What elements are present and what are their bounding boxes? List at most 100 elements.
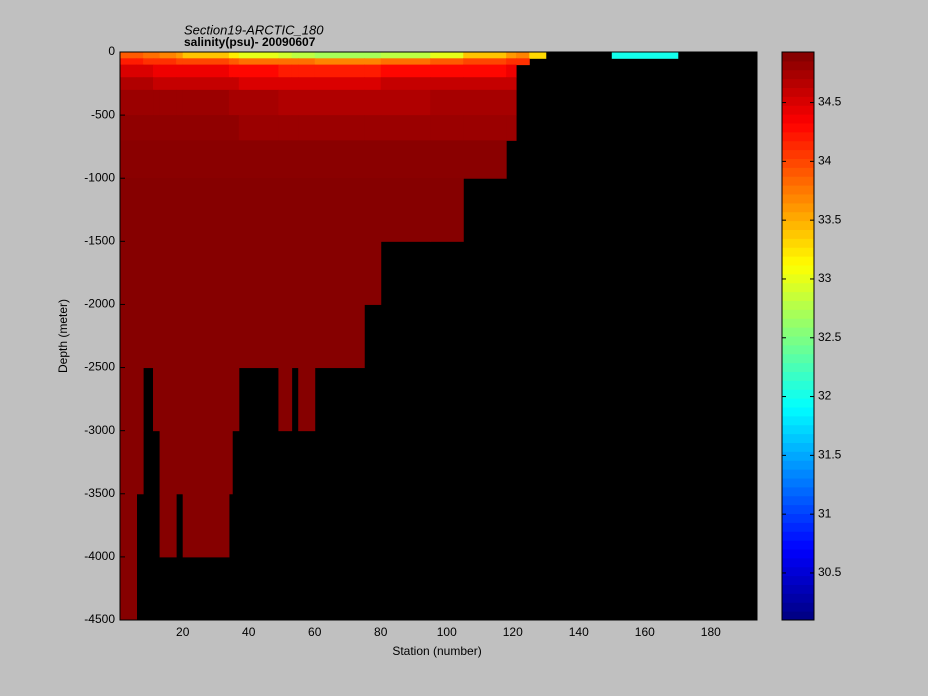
cell — [430, 115, 464, 141]
cell — [176, 304, 184, 369]
cell — [364, 241, 382, 305]
x-tick-label: 20 — [176, 625, 190, 639]
cell — [232, 304, 240, 369]
y-tick-label: -4000 — [84, 549, 115, 563]
cell — [136, 64, 144, 78]
colorbar-swatch — [782, 398, 814, 408]
colorbar-swatch — [782, 114, 814, 124]
cell — [314, 52, 365, 59]
cell — [298, 304, 316, 369]
cell — [238, 241, 279, 305]
cell — [380, 77, 431, 91]
cell — [182, 367, 230, 432]
cell — [238, 304, 279, 369]
cell — [278, 77, 293, 91]
cell — [120, 140, 138, 179]
cell — [238, 140, 279, 179]
plot-frame — [119, 51, 758, 621]
cell — [159, 178, 177, 242]
colorbar-tick-label: 33 — [818, 271, 832, 285]
cell — [176, 52, 184, 59]
y-tick-label: -1000 — [84, 170, 115, 184]
colorbar-swatch — [782, 593, 814, 603]
colorbar-swatch — [782, 362, 814, 372]
plot-area: 20 40 60 80 100 120 140 160 180 0 -500 -1000 -1500 -2… — [84, 44, 758, 639]
cell — [364, 140, 382, 179]
cell — [136, 430, 144, 495]
colorbar-swatch — [782, 167, 814, 177]
cell — [278, 64, 293, 78]
cell — [430, 178, 464, 242]
colorbar-swatch — [782, 176, 814, 186]
cell — [506, 89, 517, 116]
colorbar-swatch — [782, 522, 814, 532]
colorbar-tick-label: 32 — [818, 389, 832, 403]
colorbar-swatch — [782, 486, 814, 497]
cell — [182, 430, 230, 495]
y-tick-label: -2000 — [84, 297, 115, 311]
cell — [120, 52, 138, 59]
cell — [232, 140, 240, 179]
cell — [314, 140, 365, 179]
x-tick-label: 120 — [503, 625, 523, 639]
x-tick-label: 60 — [308, 625, 322, 639]
cell — [516, 52, 530, 59]
cell — [120, 58, 138, 66]
cell — [182, 115, 230, 141]
cell — [153, 304, 161, 369]
cell — [120, 556, 138, 621]
cell — [430, 89, 464, 116]
cell — [291, 89, 299, 116]
colorbar: 30.5 31 31.5 32 32.5 33 33.5 34 34.5 — [781, 51, 842, 621]
colorbar-swatch — [782, 371, 814, 381]
cell — [182, 77, 230, 91]
colorbar-swatch — [782, 309, 814, 319]
cell — [153, 89, 161, 116]
cell — [182, 64, 230, 78]
cell — [291, 58, 299, 66]
colorbar-swatch — [782, 353, 814, 364]
cell — [232, 58, 240, 66]
cell — [506, 115, 517, 141]
cell — [120, 115, 138, 141]
cell — [153, 367, 161, 432]
cell — [430, 140, 464, 179]
cell — [314, 58, 365, 66]
cell — [182, 493, 230, 558]
cell — [228, 52, 233, 59]
cell — [463, 52, 507, 59]
cell — [298, 58, 316, 66]
cell — [228, 178, 233, 242]
colorbar-swatch — [782, 504, 814, 514]
cell — [143, 64, 154, 78]
cell — [232, 367, 240, 432]
cell — [298, 115, 316, 141]
y-tick-label: -4500 — [84, 612, 115, 626]
y-tick-label: -3500 — [84, 486, 115, 500]
colorbar-swatch — [782, 469, 814, 479]
cell — [182, 140, 230, 179]
cell — [176, 89, 184, 116]
cell — [298, 367, 316, 432]
cell — [298, 178, 316, 242]
cell — [278, 140, 293, 179]
cell — [232, 178, 240, 242]
cell — [278, 115, 293, 141]
cell — [278, 58, 293, 66]
cell — [314, 115, 365, 141]
cell — [136, 52, 144, 59]
colorbar-tick-label: 34.5 — [818, 95, 842, 109]
cell — [298, 64, 316, 78]
chart-subtitle: salinity(psu)- 20090607 — [184, 35, 316, 49]
x-tick-label: 180 — [701, 625, 721, 639]
cell — [291, 304, 299, 369]
y-axis-label: Depth (meter) — [56, 299, 70, 373]
cell — [176, 430, 184, 495]
cell — [153, 64, 161, 78]
cell — [314, 89, 365, 116]
colorbar-swatch — [782, 247, 814, 257]
colorbar-swatch — [782, 451, 814, 461]
cell — [136, 77, 144, 91]
colorbar-swatch — [782, 273, 814, 284]
colorbar-swatch — [782, 185, 814, 195]
